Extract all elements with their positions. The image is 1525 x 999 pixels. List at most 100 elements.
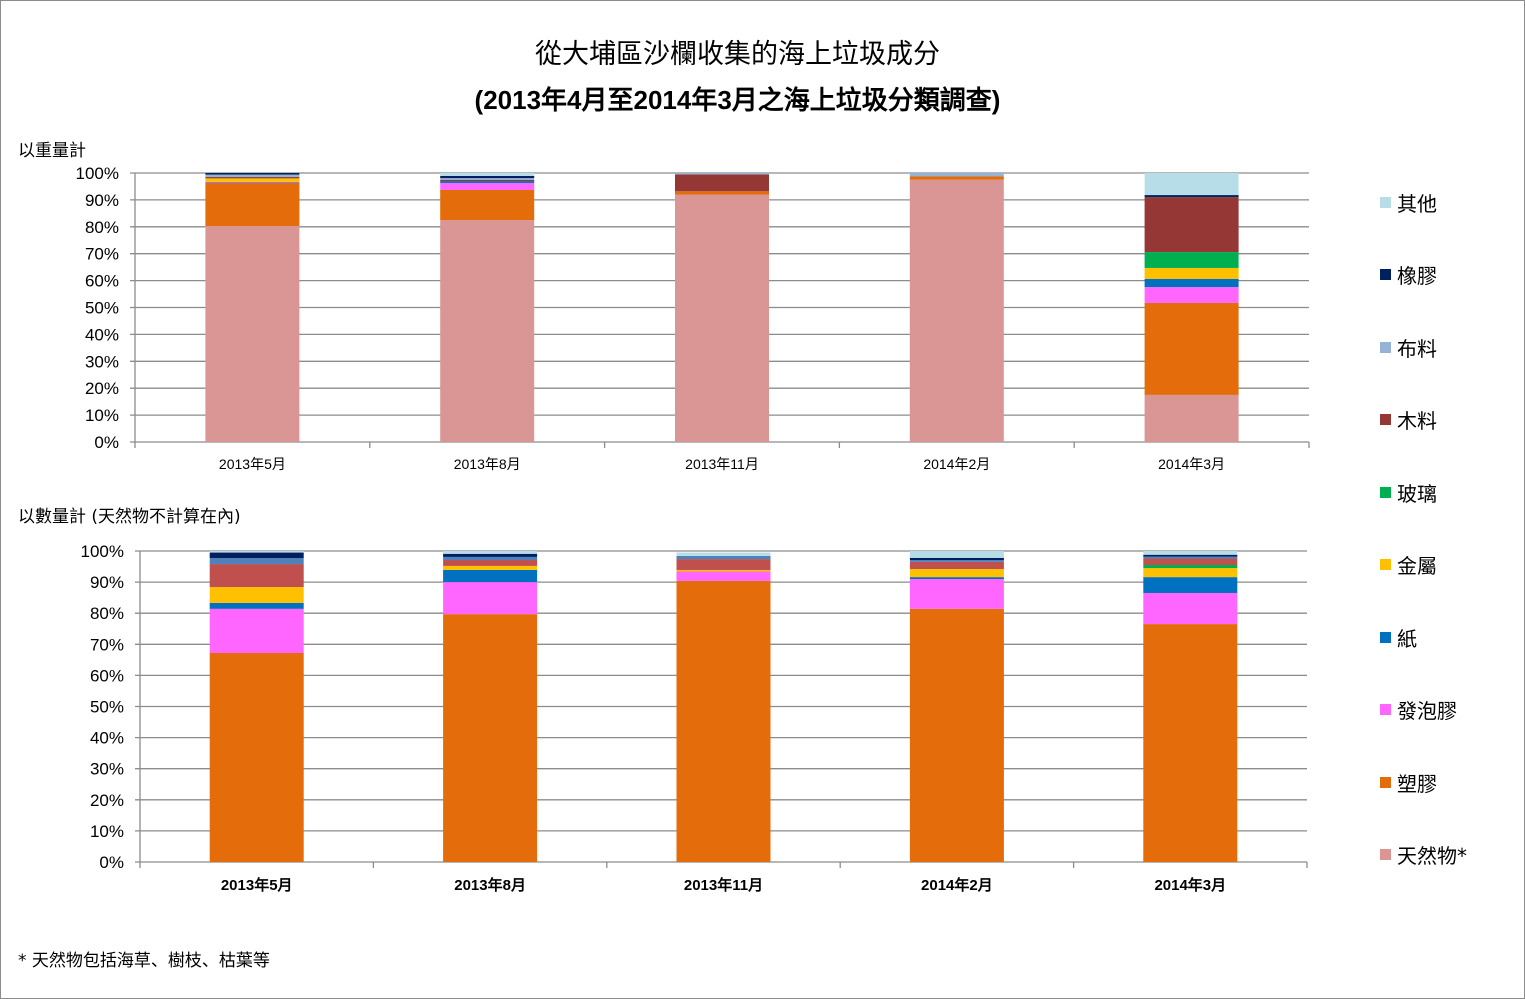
legend-swatch <box>1380 341 1391 353</box>
legend-item: 天然物* <box>1380 843 1467 868</box>
bar-segment <box>909 577 1004 579</box>
bar-segment <box>1144 278 1239 288</box>
bar-segment <box>909 557 1004 561</box>
legend-item: 木料 <box>1380 408 1437 433</box>
x-tick-label: 2014年3月 <box>1158 456 1225 472</box>
bar-segment <box>205 225 300 442</box>
legend-item: 其他 <box>1380 190 1437 216</box>
bar-segment <box>209 551 304 553</box>
y-tick-label: 0% <box>99 853 124 872</box>
bar-stack <box>1144 173 1239 442</box>
legend-item: 金屬 <box>1380 553 1437 578</box>
y-tick-label: 80% <box>85 218 119 237</box>
x-tick-label: 2014年2月 <box>921 876 993 894</box>
bar-segment <box>909 608 1004 862</box>
y-tick-label: 90% <box>85 191 119 210</box>
y-tick-label: 100% <box>76 164 119 183</box>
y-tick-label: 70% <box>90 635 124 654</box>
y-tick-label: 50% <box>85 299 119 318</box>
bar-segment <box>443 551 538 554</box>
y-tick-label: 40% <box>85 325 119 344</box>
y-tick-label: 40% <box>90 729 124 748</box>
legend-label: 天然物* <box>1397 844 1467 868</box>
bar-stack <box>440 173 535 442</box>
legend-label: 發泡膠 <box>1397 699 1457 723</box>
bar-segment <box>909 569 1004 578</box>
bar-segment <box>1144 173 1239 196</box>
bar-stack <box>205 173 300 442</box>
bar-stack <box>909 551 1004 862</box>
bar-stack <box>675 173 769 442</box>
bar-segment <box>1143 624 1238 862</box>
y-tick-label: 30% <box>90 760 124 779</box>
bar-segment <box>909 173 1004 177</box>
y-tick-label: 80% <box>90 604 124 623</box>
y-tick-label: 60% <box>90 666 124 685</box>
legend-item: 布料 <box>1380 335 1437 361</box>
bar-segment <box>676 571 771 581</box>
legend-swatch <box>1380 631 1391 643</box>
bottom-chart-ylabel: 以數量計 (天然物不計算在內) <box>18 507 241 527</box>
chart-title: 從大埔區沙欄收集的海上垃圾成分 <box>535 39 940 70</box>
x-tick-label: 2013年11月 <box>685 456 759 472</box>
bar-segment <box>205 181 300 183</box>
bar-segment <box>443 560 538 566</box>
bar-segment <box>1144 197 1239 253</box>
bar-segment <box>440 181 535 183</box>
bar-segment <box>1143 577 1238 593</box>
bar-segment <box>443 582 538 615</box>
bar-segment <box>443 569 538 583</box>
bar-segment <box>440 178 535 180</box>
bar-segment <box>909 560 1004 562</box>
bar-segment <box>1143 556 1238 559</box>
y-tick-label: 20% <box>85 379 119 398</box>
bar-segment <box>676 552 771 556</box>
y-tick-label: 20% <box>90 791 124 810</box>
bar-segment <box>676 559 771 570</box>
bar-segment <box>675 174 769 192</box>
bar-segment <box>205 182 300 226</box>
bar-stack <box>909 173 1004 442</box>
bar-segment <box>443 556 538 561</box>
bar-segment <box>1143 568 1238 578</box>
bar-segment <box>1144 267 1239 279</box>
bar-segment <box>205 182 300 183</box>
bar-segment <box>209 587 304 603</box>
x-tick-label: 2014年2月 <box>923 456 990 472</box>
bar-segment <box>1143 564 1238 569</box>
bar-segment <box>1144 287 1239 303</box>
bar-stack <box>676 552 771 862</box>
x-tick-label: 2013年5月 <box>219 456 286 472</box>
bar-segment <box>1143 554 1238 557</box>
legend-item: 紙 <box>1380 625 1417 651</box>
bar-segment <box>440 175 535 179</box>
bar-segment <box>209 608 304 654</box>
legend-swatch <box>1380 559 1391 570</box>
bar-segment <box>440 182 535 190</box>
bar-segment <box>209 558 304 565</box>
legend-swatch <box>1380 849 1391 860</box>
bar-segment <box>909 179 1004 442</box>
legend-label: 塑膠 <box>1397 771 1437 796</box>
bar-stack <box>1143 551 1238 862</box>
legend-label: 布料 <box>1397 336 1437 361</box>
legend-item: 塑膠 <box>1380 770 1437 796</box>
legend-label: 紙 <box>1397 626 1417 651</box>
legend-label: 其他 <box>1397 191 1437 216</box>
bottom-chart: 0% 10% 20% 30% 40% 50% 60% 70% 80% 90% 100% 2013年5月… <box>81 542 1308 894</box>
y-tick-label: 60% <box>85 272 119 291</box>
bar-segment <box>1143 551 1238 555</box>
y-tick-label: 0% <box>94 433 119 452</box>
legend-swatch <box>1380 776 1391 788</box>
legend-swatch <box>1380 414 1391 425</box>
x-tick-label: 2013年11月 <box>684 876 763 894</box>
bar-segment <box>676 555 771 560</box>
x-tick-label: 2013年8月 <box>454 876 526 894</box>
y-tick-label: 30% <box>85 352 119 371</box>
bar-segment <box>443 614 538 862</box>
legend-swatch <box>1380 196 1391 208</box>
bar-segment <box>675 173 769 175</box>
bar-segment <box>909 176 1004 180</box>
y-tick-label: 50% <box>90 698 124 717</box>
